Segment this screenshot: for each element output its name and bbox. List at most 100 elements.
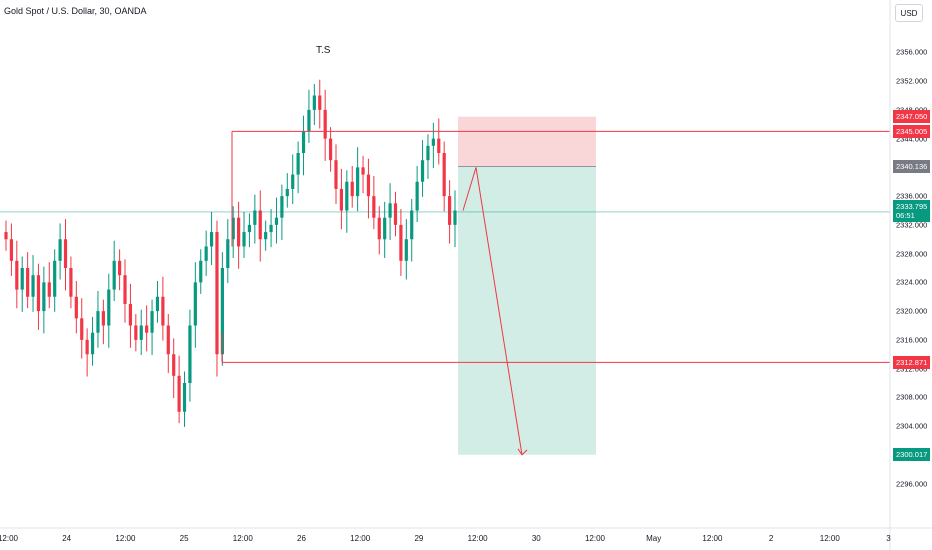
- x-tick-label: 12:00: [232, 534, 253, 543]
- candle-body: [26, 268, 30, 297]
- candle-body: [291, 174, 295, 189]
- candle-body: [47, 282, 51, 297]
- candle-body: [253, 210, 257, 225]
- y-tick-label: 2296.000: [896, 479, 928, 489]
- candle-body: [226, 239, 230, 268]
- stop-zone: [458, 116, 596, 167]
- candle-body: [63, 239, 68, 268]
- candle-body: [90, 332, 95, 355]
- candle-body: [31, 275, 35, 297]
- candle-body: [377, 217, 381, 240]
- current-price-label: 2333.795 06:51: [893, 199, 930, 222]
- y-tick-label: 2308.000: [896, 392, 928, 402]
- candle-body: [280, 196, 284, 218]
- y-tick-label: 2324.000: [896, 277, 928, 287]
- x-tick-label: 12:00: [0, 534, 19, 543]
- candle-body: [437, 138, 441, 153]
- target-label: 2300.017: [893, 448, 930, 462]
- candle-body: [172, 354, 176, 376]
- x-tick-label: 29: [414, 534, 424, 543]
- y-tick-label: 2304.000: [896, 421, 928, 431]
- x-tick-label: 2: [768, 534, 774, 543]
- candle-body: [123, 275, 127, 304]
- y-tick-label: 2348.000: [896, 105, 927, 114]
- candle-body: [199, 260, 203, 283]
- candle-body: [388, 203, 392, 218]
- candle-body: [431, 138, 435, 146]
- candle-body: [404, 239, 408, 261]
- x-tick-label: 26: [297, 534, 306, 543]
- candle-body: [258, 210, 262, 240]
- y-tick-label: 2356.000: [896, 47, 928, 57]
- candle-body: [145, 325, 149, 333]
- candle-body: [415, 181, 419, 211]
- candle-body: [361, 167, 365, 175]
- candle-body: [101, 311, 105, 326]
- candle-body: [36, 275, 41, 312]
- candle-body: [58, 239, 62, 261]
- candle-body: [53, 260, 57, 297]
- projection-path: [462, 167, 523, 455]
- candle-countdown: 06:51: [896, 210, 915, 220]
- y-tick-label: 2316.000: [896, 335, 928, 345]
- candle-body: [350, 181, 354, 197]
- candle-body: [420, 160, 425, 182]
- candle-body: [383, 217, 387, 240]
- candle-body: [453, 210, 457, 225]
- candle-body: [399, 224, 403, 261]
- candle-body: [20, 268, 24, 290]
- x-tick-label: 3: [886, 534, 891, 543]
- candle-body: [112, 260, 116, 290]
- candle-body: [134, 325, 138, 340]
- candle-body: [247, 224, 252, 233]
- candle-body: [150, 311, 154, 333]
- candle-body: [15, 260, 19, 290]
- candle-body: [285, 188, 289, 197]
- x-tick-label: 12:00: [350, 534, 371, 543]
- candle-body: [334, 160, 338, 189]
- candle-body: [220, 268, 224, 355]
- candle-body: [69, 268, 73, 297]
- candle-body: [107, 289, 111, 326]
- candle-body: [80, 318, 84, 340]
- entry-label: 2340.136: [893, 159, 930, 173]
- x-tick-label: 12:00: [584, 534, 606, 543]
- candle-body: [366, 174, 371, 197]
- candle-body: [345, 181, 349, 211]
- candle-body: [410, 210, 414, 240]
- candle-body: [209, 232, 214, 247]
- x-tick-label: 12:00: [467, 534, 488, 543]
- candle-body: [177, 375, 181, 412]
- y-tick-label: 2336.000: [896, 191, 928, 201]
- currency-button[interactable]: USD: [895, 4, 923, 22]
- y-tick-label: 2344.000: [896, 134, 928, 144]
- target-zone: [458, 166, 596, 455]
- candle-body: [312, 95, 316, 110]
- candle-body: [231, 217, 235, 240]
- ts-annotation: T.S: [316, 45, 331, 56]
- candle-body: [328, 138, 333, 161]
- candle-body: [296, 153, 300, 175]
- candle-body: [307, 109, 311, 132]
- candle-body: [301, 131, 306, 153]
- candle-body: [242, 232, 246, 247]
- candle-body: [182, 383, 187, 412]
- candle-body: [4, 232, 8, 240]
- candle-body: [96, 311, 100, 333]
- candle-body: [426, 145, 430, 161]
- x-tick-label: May: [646, 534, 662, 543]
- candle-body: [356, 167, 360, 197]
- x-tick-label: 24: [62, 534, 72, 543]
- candle-body: [74, 296, 78, 319]
- candle-body: [447, 196, 452, 225]
- candle-body: [161, 296, 165, 326]
- candle-body: [188, 325, 192, 383]
- symbol-title[interactable]: Gold Spot / U.S. Dollar, 30, OANDA: [4, 6, 147, 16]
- support-label: 2312.871: [893, 355, 930, 369]
- stop-loss-label: 2347.050: [893, 110, 930, 124]
- candle-body: [128, 303, 133, 326]
- x-tick-label: 30: [531, 534, 541, 543]
- candle-body: [139, 325, 143, 340]
- x-tick-label: 12:00: [702, 534, 723, 543]
